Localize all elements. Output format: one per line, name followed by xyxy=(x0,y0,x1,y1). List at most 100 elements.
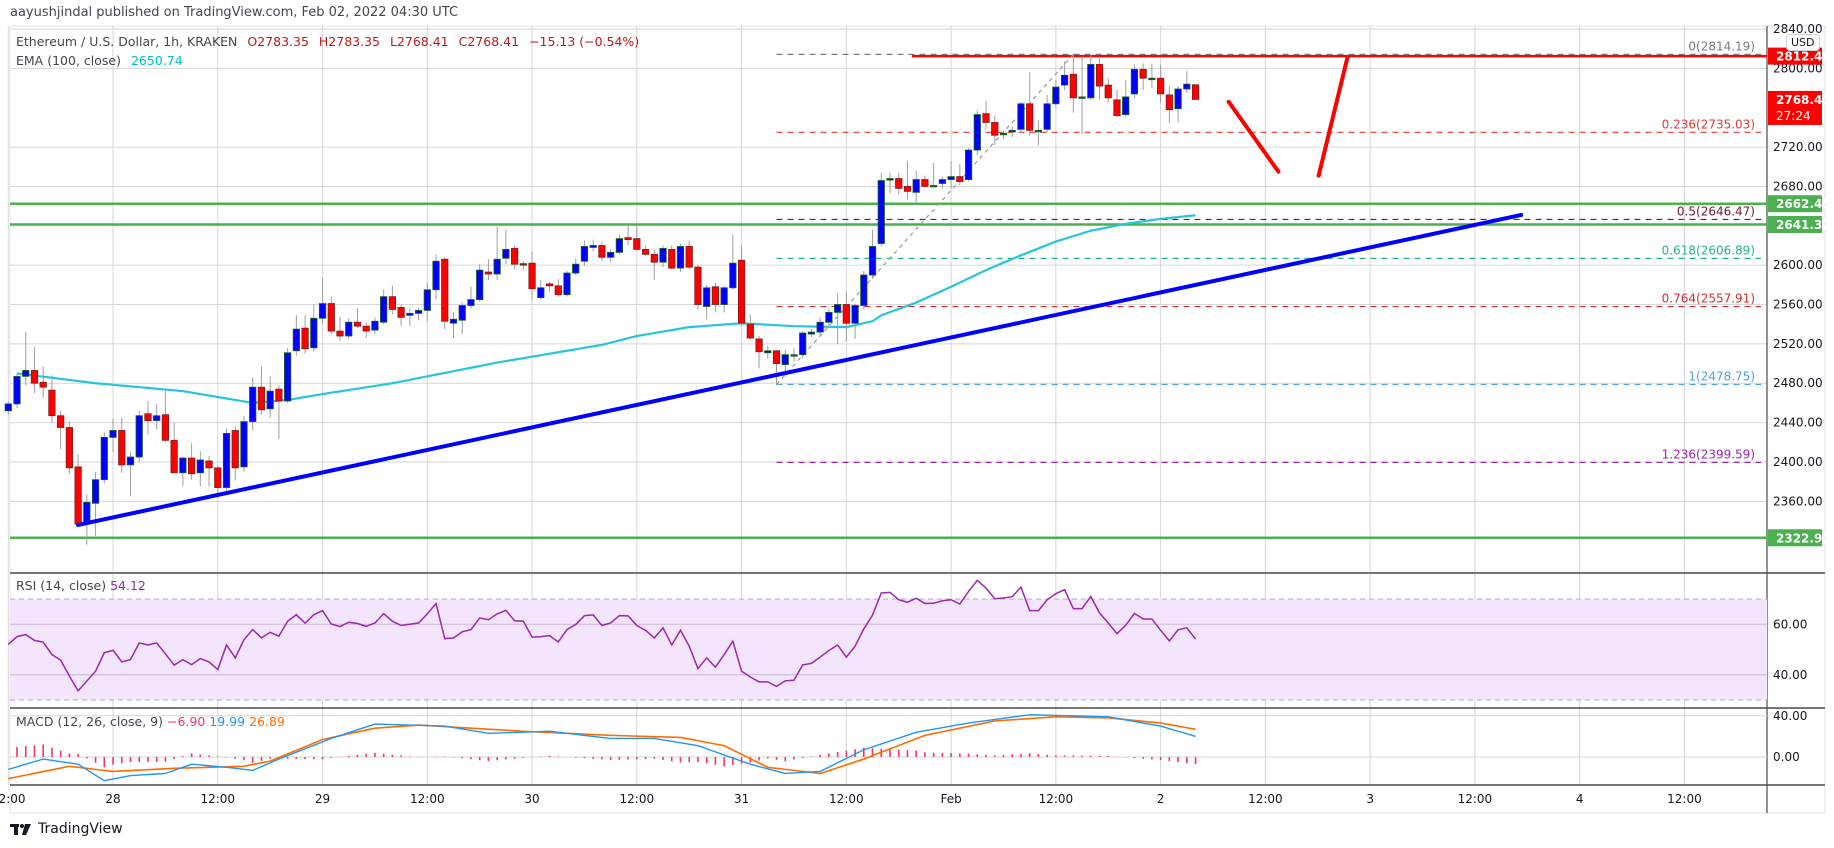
candle-body xyxy=(1174,88,1182,110)
candle-body xyxy=(153,415,161,422)
candle-body xyxy=(851,305,859,324)
candle-body xyxy=(318,303,327,319)
close-value: C2768.41 xyxy=(458,34,520,49)
candle-body xyxy=(764,350,772,354)
symbol-title[interactable]: Ethereum / U.S. Dollar, 1h, KRAKEN xyxy=(16,34,238,49)
candle-body xyxy=(362,325,370,332)
ema-legend: EMA (100, close) 2650.74 xyxy=(16,53,189,68)
drawings xyxy=(76,55,1524,527)
candle-body xyxy=(187,457,196,475)
candle-body xyxy=(720,287,728,305)
candle-body xyxy=(615,238,623,253)
rsi-axis-label: 40.00 xyxy=(1773,668,1807,682)
candle-body xyxy=(266,390,274,410)
chart-border xyxy=(9,25,1826,814)
candle-body xyxy=(179,457,187,474)
rsi-label[interactable]: RSI (14, close) xyxy=(16,578,107,593)
candle-body xyxy=(397,307,405,318)
price-badge xyxy=(1768,47,1822,65)
tradingview-brand: TradingView xyxy=(38,821,123,837)
time-axis-label: 12:00 xyxy=(0,792,26,806)
ema-line xyxy=(16,214,1196,405)
candle-body xyxy=(257,386,266,411)
candle-body xyxy=(231,430,239,469)
candle-body xyxy=(414,310,423,314)
projection-arrow-segment xyxy=(1316,55,1350,178)
candle-body xyxy=(441,258,449,322)
price-badge-label: 2768.41 xyxy=(1776,93,1831,107)
candle-body xyxy=(711,286,720,305)
candle-body xyxy=(816,321,824,333)
candle-body xyxy=(834,304,842,313)
candle-body xyxy=(1087,64,1095,99)
macd-value: 19.99 xyxy=(209,714,246,729)
candle-body xyxy=(458,305,466,321)
candle-body xyxy=(537,287,545,299)
macd-label[interactable]: MACD (12, 26, close, 9) xyxy=(16,714,163,729)
price-axis-label: 2840.00 xyxy=(1773,22,1823,36)
candle-body xyxy=(327,303,335,332)
candle-body xyxy=(781,354,789,365)
candle-body xyxy=(799,332,807,356)
candle-body xyxy=(668,249,676,269)
rsi-line xyxy=(7,579,1197,693)
candle-body xyxy=(947,176,955,180)
candle-body xyxy=(1113,99,1121,116)
candle-body xyxy=(921,179,929,187)
candle-body xyxy=(1061,74,1069,86)
tradingview-logo[interactable]: TradingView xyxy=(10,821,123,837)
price-axis-label: 2560.00 xyxy=(1773,298,1823,312)
candle-body xyxy=(772,350,781,364)
candle-body xyxy=(563,272,571,296)
candle-body xyxy=(659,248,667,263)
candle-body xyxy=(511,248,519,265)
candle-body xyxy=(371,320,379,331)
candle-body xyxy=(746,323,754,339)
candle-body xyxy=(633,238,641,250)
candle-body xyxy=(222,433,231,488)
price-badge xyxy=(1768,90,1822,125)
candle-body xyxy=(310,317,318,349)
candle-body xyxy=(790,354,798,357)
candle-body xyxy=(607,251,615,258)
candle-body xyxy=(842,304,850,324)
candle-body xyxy=(353,321,362,327)
fib-level-label: 0.5(2646.47) xyxy=(1677,204,1755,218)
candle-body xyxy=(406,312,414,316)
candle-body xyxy=(624,237,632,240)
candle-body xyxy=(284,352,292,402)
candle-body xyxy=(161,414,170,441)
fib-level-label: 0.764(2557.91) xyxy=(1662,292,1755,306)
change-value: −15.13 (−0.54%) xyxy=(529,34,640,49)
candle-body xyxy=(467,299,475,306)
candle-body xyxy=(1122,96,1130,116)
candle-body xyxy=(1095,64,1104,87)
candle-body xyxy=(170,439,178,474)
macd-line xyxy=(8,714,1196,782)
candle-body xyxy=(825,311,833,323)
ema-value: 2650.74 xyxy=(130,53,183,68)
symbol-legend: Ethereum / U.S. Dollar, 1h, KRAKEN O2783… xyxy=(16,34,645,49)
candle-body xyxy=(860,274,868,306)
candle-body xyxy=(877,180,885,244)
bar-countdown-label: 27:24 xyxy=(1776,109,1811,123)
candle-body xyxy=(807,331,816,335)
ema-label[interactable]: EMA (100, close) xyxy=(16,53,121,68)
candle-body xyxy=(126,456,135,466)
macd-signal-value: 26.89 xyxy=(249,714,285,729)
rsi-band xyxy=(10,599,1767,700)
fib-level-label: 1(2478.75) xyxy=(1688,369,1755,383)
time-axis-label: 12:00 xyxy=(829,792,864,806)
fib-level-label: 0(2814.19) xyxy=(1688,39,1755,53)
candle-body xyxy=(1183,83,1191,90)
candle-body xyxy=(388,296,396,310)
candle-body xyxy=(292,328,300,352)
candle-body xyxy=(1052,86,1060,105)
candle-body xyxy=(703,287,711,307)
price-axis-label: 2440.00 xyxy=(1773,416,1823,430)
candle-body xyxy=(100,436,108,481)
candle-body xyxy=(964,149,973,180)
currency-badge[interactable]: USD xyxy=(1786,34,1820,51)
candle-body xyxy=(109,430,117,438)
